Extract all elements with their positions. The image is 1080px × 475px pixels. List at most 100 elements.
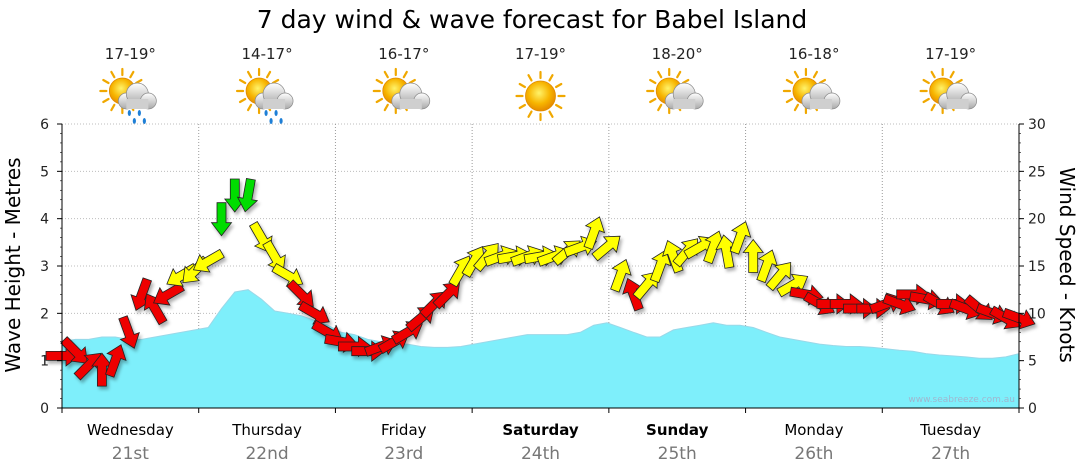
sun-ray (548, 110, 554, 118)
sun-ray (785, 97, 794, 104)
wind-arrow (118, 315, 140, 349)
sun-ray (265, 70, 272, 79)
right-tick-label: 30 (1028, 117, 1046, 133)
showers-icon (235, 67, 294, 124)
temperature-range: 16-18° (788, 45, 839, 63)
sun-ray (922, 78, 930, 85)
rain-drop (264, 110, 268, 116)
wind-arrow (729, 221, 752, 255)
day-label: Sunday (646, 421, 709, 439)
wave-height-area (61, 289, 1020, 409)
sun-ray (402, 70, 408, 79)
cloud-shape (118, 82, 157, 110)
sun-ray (102, 78, 110, 85)
right-axis-title: Wind Speed - Knots (1055, 167, 1079, 363)
day-label: Saturday (502, 421, 579, 439)
right-tick-label: 0 (1028, 401, 1037, 417)
sun-ray (554, 103, 563, 110)
chart-title: 7 day wind & wave forecast for Babel Isl… (257, 5, 808, 34)
sun-ray (383, 103, 389, 112)
showers-icon (99, 67, 157, 124)
temperature-range: 14-17° (242, 45, 293, 63)
cloud-shape (391, 82, 431, 110)
left-tick-label: 1 (40, 354, 49, 370)
date-label: 27th (931, 444, 970, 464)
plot-area (45, 123, 1036, 409)
date-label: 26th (794, 444, 833, 464)
sunny-icon (515, 70, 566, 122)
rain-drop (142, 118, 146, 124)
wind-arrow (60, 336, 88, 364)
temperature-range: 17-19° (105, 45, 156, 63)
cloud-shape (938, 82, 977, 110)
sun-ray (375, 78, 384, 85)
wind-arrow (297, 300, 330, 325)
sun-ray (548, 74, 554, 82)
sun-ray (657, 70, 663, 79)
rain-drop (274, 110, 278, 116)
axes: 0 1 2 3 4 5 6 0 5 10 15 20 25 30 Wednesday 21st Thursday… (40, 117, 1046, 464)
wind-arrow (583, 216, 606, 250)
wind-arrow (192, 248, 225, 273)
temperature-range: 16-17° (378, 45, 429, 63)
rain-drop (132, 118, 136, 124)
rain-drop (269, 118, 273, 124)
sun-ray (554, 82, 563, 89)
right-tick-label: 10 (1028, 306, 1046, 322)
sun-ray (246, 103, 253, 112)
right-tick-label: 5 (1028, 354, 1037, 370)
rain-drop (137, 110, 141, 116)
date-label: 22nd (245, 444, 288, 464)
left-tick-label: 5 (40, 164, 49, 180)
sun-ray (518, 82, 527, 89)
temperature-range: 17-19° (925, 45, 976, 63)
wind-arrows (45, 177, 1036, 387)
sun-disc (525, 80, 556, 112)
sun-ray (129, 70, 135, 79)
right-tick-label: 25 (1028, 164, 1046, 180)
sun-ray (110, 70, 116, 79)
forecast-header: 17-19° 14-17° 16-17° 17-19° 18-20° 16-18° 17-1… (99, 45, 977, 124)
sun-ray (102, 97, 110, 104)
wind-arrow (432, 281, 460, 310)
sun-ray (793, 70, 800, 79)
sun-ray (812, 70, 819, 79)
day-label: Tuesday (919, 421, 981, 439)
sun-ray (518, 103, 527, 110)
day-label: Monday (784, 421, 843, 439)
sun-ray (375, 97, 384, 104)
watermark: www.seabreeze.com.au (908, 395, 1015, 405)
sun-ray (922, 97, 930, 104)
wind-arrow (742, 238, 765, 273)
sun-ray (110, 103, 116, 112)
wind-arrow (210, 202, 233, 237)
date-label: 23rd (384, 444, 423, 464)
sun-ray (676, 70, 682, 79)
wind-arrow (649, 249, 672, 284)
wind-arrow (286, 279, 314, 307)
sun-ray (238, 97, 247, 104)
wind-arrow (104, 344, 127, 378)
sun-ray (785, 78, 794, 85)
wind-arrow (610, 258, 632, 293)
cloud-shape (664, 82, 704, 110)
sun-ray (271, 78, 280, 85)
partly-cloudy-icon (372, 67, 431, 115)
sun-ray (649, 78, 657, 85)
sun-ray (657, 103, 663, 112)
left-tick-label: 4 (40, 212, 49, 228)
date-label: 24th (521, 444, 560, 464)
right-tick-label: 20 (1028, 212, 1046, 228)
temperature-range: 17-19° (515, 45, 566, 63)
partly-cloudy-icon (919, 67, 977, 115)
sun-ray (527, 110, 533, 118)
sun-ray (681, 78, 690, 85)
partly-cloudy-icon (646, 67, 704, 115)
day-label: Wednesday (87, 421, 174, 439)
sun-ray (930, 103, 936, 112)
wind-arrow (271, 263, 304, 287)
sun-ray (793, 103, 800, 112)
left-tick-label: 2 (40, 306, 49, 322)
rain-drop (127, 110, 131, 116)
